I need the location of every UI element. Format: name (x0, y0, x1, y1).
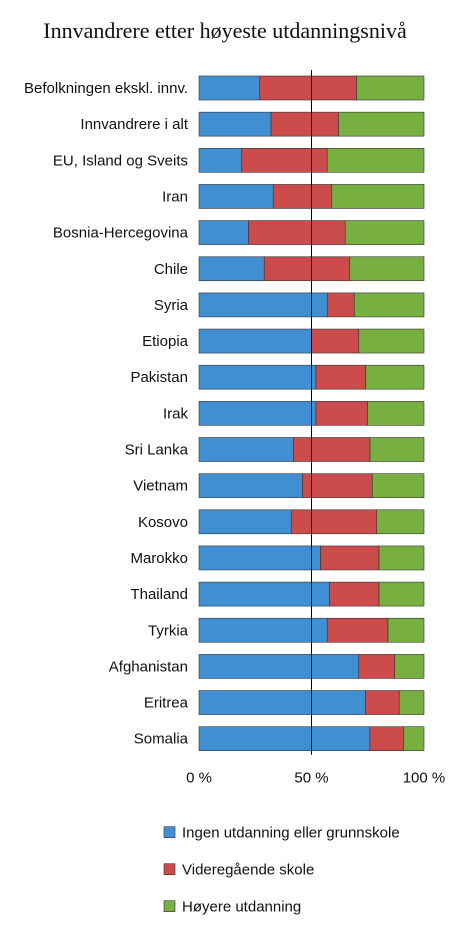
bar-segment-11-1 (198, 437, 294, 462)
bar-segment-8-3 (358, 328, 425, 354)
bar-segment-4-3 (331, 184, 425, 209)
bar-segment-13-2 (290, 509, 378, 535)
bar-segment-6-3 (349, 256, 425, 282)
bar-segment-13-1 (198, 509, 292, 535)
bar-segment-5-1 (198, 220, 249, 245)
category-label: Kosovo (138, 514, 188, 531)
bar-segment-19-1 (198, 726, 371, 752)
bar-segment-12-2 (302, 473, 373, 498)
bar-segment-2-3 (338, 111, 425, 137)
bar-segment-16-1 (198, 617, 328, 643)
bars-group (198, 75, 425, 752)
bar-segment-14-3 (378, 545, 425, 571)
bar-segment-7-1 (198, 292, 328, 318)
bar-segment-1-1 (198, 75, 261, 101)
bar-segment-3-2 (241, 148, 328, 173)
legend-swatch-3 (163, 900, 176, 913)
legend-swatch-2 (163, 863, 176, 876)
bar-segment-18-2 (365, 690, 400, 715)
bar-segment-5-3 (344, 220, 425, 245)
bar-segment-18-3 (398, 690, 425, 715)
category-label: Irak (163, 405, 189, 422)
bar-segment-16-2 (326, 617, 389, 643)
category-label: Somalia (134, 731, 189, 748)
bar-segment-1-3 (356, 75, 425, 101)
bar-segment-19-3 (403, 726, 425, 752)
x-tick-label: 0 % (186, 770, 212, 787)
category-label: Chile (154, 261, 188, 278)
category-label: Befolkningen ekskl. innv. (24, 80, 188, 97)
category-label: Tyrkia (148, 622, 189, 639)
bar-segment-11-2 (293, 437, 371, 462)
bar-segment-11-3 (369, 437, 425, 462)
bar-segment-9-1 (198, 364, 317, 390)
bar-segment-6-1 (198, 256, 265, 282)
bar-segment-2-2 (270, 111, 339, 137)
bar-segment-15-1 (198, 581, 330, 607)
category-label: EU, Island og Sveits (53, 152, 188, 169)
bar-segment-2-1 (198, 111, 272, 137)
legend-label-3: Høyere utdanning (182, 899, 301, 916)
bar-segment-19-2 (369, 726, 405, 752)
category-label: Eritrea (144, 695, 189, 712)
category-label: Syria (154, 297, 189, 314)
bar-segment-6-2 (263, 256, 351, 282)
category-label: Afghanistan (109, 658, 188, 675)
bar-segment-17-1 (198, 654, 360, 679)
bar-segment-7-2 (326, 292, 355, 318)
bar-segment-15-2 (329, 581, 380, 607)
category-label: Innvandrere i alt (80, 116, 188, 133)
legend-swatch-1 (163, 826, 176, 839)
bar-segment-12-3 (371, 473, 425, 498)
legend: Ingen utdanning eller grunnskole Videregå… (163, 825, 400, 916)
legend-label-2: Videregående skole (182, 862, 314, 879)
bar-segment-4-1 (198, 184, 274, 209)
bar-segment-9-2 (315, 364, 366, 390)
category-labels: Befolkningen ekskl. innv. Innvandrere i a… (24, 80, 189, 748)
bar-segment-7-3 (353, 292, 425, 318)
bar-segment-3-3 (326, 148, 425, 173)
bar-segment-10-1 (198, 401, 317, 426)
bar-segment-9-3 (365, 364, 425, 390)
bar-segment-15-3 (378, 581, 425, 607)
bar-segment-8-1 (198, 328, 312, 354)
x-tick-label: 50 % (294, 770, 328, 787)
category-label: Etiopia (142, 333, 189, 350)
bar-segment-5-2 (248, 220, 346, 245)
x-tick-label: 100 % (403, 770, 446, 787)
category-label: Vietnam (133, 478, 188, 495)
category-label: Sri Lanka (125, 442, 189, 459)
bar-segment-17-2 (358, 654, 396, 679)
category-label: Pakistan (130, 369, 188, 386)
bar-segment-3-1 (198, 148, 243, 173)
bar-segment-18-1 (198, 690, 366, 715)
x-axis-ticks: 0 % 50 % 100 % (186, 770, 445, 787)
bar-segment-1-2 (259, 75, 357, 101)
chart-title: Innvandrere etter høyeste utdanningsnivå (43, 18, 407, 43)
bar-segment-14-1 (198, 545, 321, 571)
bar-segment-12-1 (198, 473, 303, 498)
bar-segment-16-3 (387, 617, 425, 643)
bar-segment-13-3 (376, 509, 425, 535)
category-label: Bosnia-Hercegovina (53, 225, 189, 242)
bar-segment-14-2 (320, 545, 380, 571)
bar-segment-8-2 (311, 328, 360, 354)
bar-segment-10-2 (315, 401, 369, 426)
legend-label-1: Ingen utdanning eller grunnskole (182, 825, 400, 842)
bar-segment-10-3 (367, 401, 425, 426)
category-label: Iran (162, 188, 188, 205)
bar-segment-17-3 (394, 654, 425, 679)
category-label: Thailand (130, 586, 188, 603)
bar-segment-4-2 (272, 184, 333, 209)
category-label: Marokko (130, 550, 188, 567)
